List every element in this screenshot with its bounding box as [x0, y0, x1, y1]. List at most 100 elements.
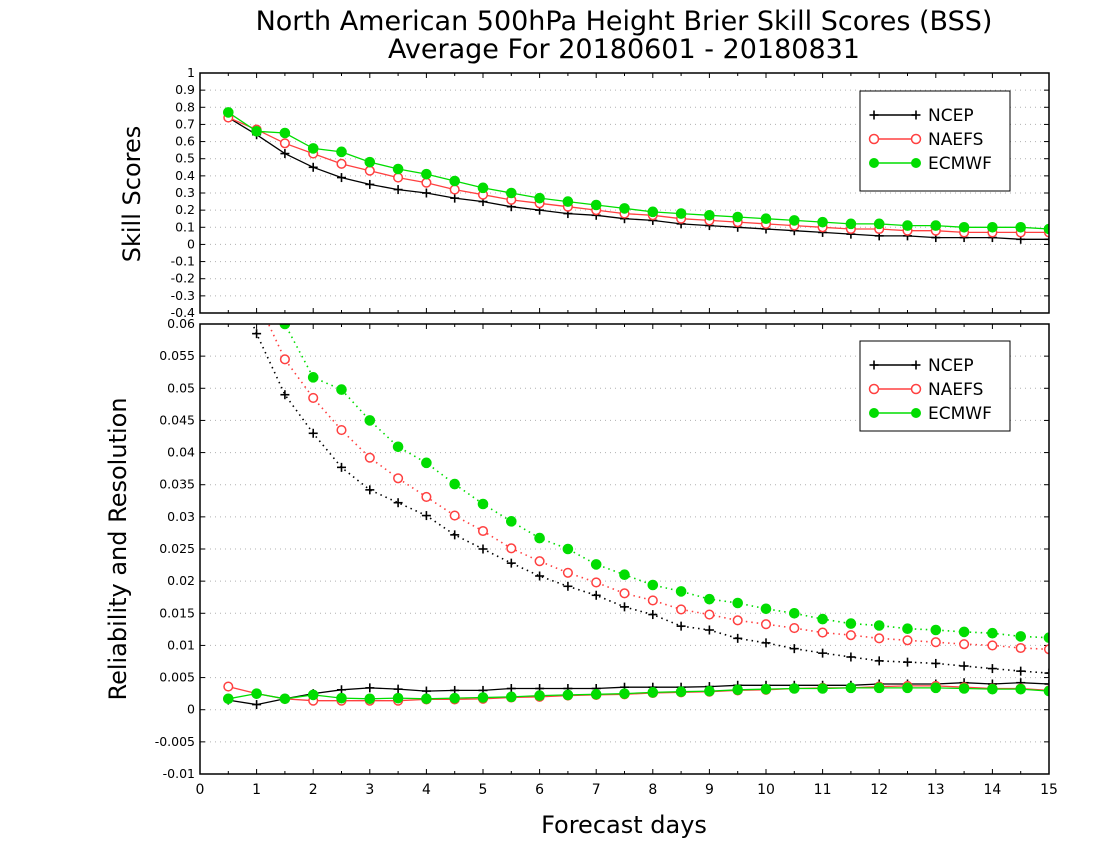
- data-point-naefs: [562, 567, 573, 578]
- data-point-ecmwf: [647, 206, 659, 218]
- x-tick-label: 15: [1040, 782, 1058, 798]
- x-tick-label: 0: [196, 782, 205, 798]
- data-point-ecmwf: [590, 688, 602, 700]
- y-tick-label: -0.005: [155, 734, 195, 749]
- legend-label-ecmwf: ECMWF: [928, 154, 992, 174]
- data-point-ecmwf: [789, 683, 800, 694]
- data-point-ecmwf: [364, 156, 376, 168]
- data-point-naefs: [874, 633, 885, 644]
- data-point-ecmwf: [1015, 683, 1027, 695]
- data-point-ecmwf: [902, 682, 913, 694]
- data-point-ncep: [959, 661, 969, 671]
- data-point-ecmwf: [477, 692, 489, 703]
- data-point-ecmwf: [251, 125, 262, 137]
- series-line-ncep: [251, 324, 1049, 674]
- data-point-ncep: [393, 498, 403, 508]
- data-point-ncep: [506, 684, 516, 693]
- data-point-ecmwf: [675, 686, 687, 698]
- y-tick-label: 0.8: [175, 99, 195, 114]
- data-point-ncep: [365, 485, 375, 495]
- data-point-ecmwf: [930, 682, 942, 694]
- data-point-ecmwf: [562, 196, 574, 207]
- data-point-ecmwf: [789, 215, 800, 226]
- legend-label-ncep: NCEP: [928, 356, 974, 376]
- data-point-ncep: [987, 664, 997, 674]
- data-point-naefs: [223, 681, 234, 692]
- legend-0: NCEP NAEFS ECMWF: [859, 90, 1011, 192]
- data-point-naefs: [364, 165, 375, 176]
- data-point-ecmwf: [279, 693, 291, 705]
- data-point-ncep: [308, 162, 318, 172]
- series-line-ecmwf: [283, 324, 1049, 639]
- data-point-naefs: [1015, 642, 1026, 654]
- data-point-ecmwf: [817, 216, 828, 228]
- data-point-ecmwf: [534, 192, 545, 204]
- x-tick-label: 14: [983, 782, 1001, 798]
- data-point-ncep: [733, 633, 743, 643]
- data-point-ecmwf: [364, 415, 376, 426]
- data-point-ecmwf: [619, 203, 630, 214]
- panel-frame-0: [199, 72, 1050, 314]
- data-point-ecmwf: [704, 593, 715, 605]
- data-point-naefs: [449, 184, 460, 195]
- legend-marker-naefs: [868, 383, 880, 395]
- data-point-ncep: [252, 329, 262, 339]
- data-point-ecmwf: [449, 175, 461, 187]
- data-point-ecmwf: [1015, 221, 1027, 233]
- data-point-ecmwf: [817, 683, 828, 694]
- data-point-ecmwf: [704, 209, 715, 221]
- data-point-ecmwf: [590, 559, 602, 570]
- data-point-naefs: [534, 556, 545, 567]
- data-point-ncep: [591, 590, 601, 600]
- legend-box: [859, 90, 1011, 192]
- y-tick-label: 0.5: [175, 151, 195, 166]
- data-point-ecmwf: [675, 208, 687, 219]
- legend-box: [859, 340, 1011, 432]
- panel-frame-1: [199, 323, 1050, 775]
- chart-title: North American 500hPa Height Brier Skill…: [256, 6, 993, 37]
- data-point-naefs: [449, 510, 460, 521]
- data-point-naefs: [336, 158, 347, 169]
- data-point-ecmwf: [223, 107, 234, 118]
- data-point-ecmwf: [1015, 631, 1027, 642]
- data-point-ecmwf: [760, 213, 772, 225]
- data-point-ecmwf: [449, 692, 461, 704]
- x-axis-title: Forecast days: [541, 811, 707, 839]
- data-point-ecmwf: [392, 163, 404, 175]
- data-point-ncep: [280, 390, 290, 400]
- series-line-naefs: [267, 324, 1049, 651]
- data-point-ncep: [365, 179, 375, 189]
- data-point-ecmwf: [336, 384, 347, 395]
- data-point-ecmwf: [647, 687, 659, 698]
- data-point-ncep: [1044, 679, 1049, 689]
- data-point-ecmwf: [902, 623, 913, 635]
- y-tick-label: 0.04: [167, 445, 195, 460]
- series-line-ncep: [227, 117, 1049, 240]
- data-point-ecmwf: [817, 613, 828, 625]
- data-point-ncep: [337, 462, 346, 472]
- data-point-ecmwf: [421, 457, 432, 469]
- y-tick-label: 0.9: [175, 82, 195, 97]
- data-point-naefs: [845, 630, 856, 641]
- legend-label-naefs: NAEFS: [928, 380, 983, 400]
- y-tick-label: -0.3: [171, 288, 195, 303]
- data-point-ecmwf: [930, 624, 942, 636]
- data-point-ecmwf: [958, 221, 970, 233]
- data-point-ncep: [563, 581, 573, 591]
- y-tick-label: 0.055: [159, 348, 195, 363]
- legend-marker-naefs: [910, 383, 922, 395]
- data-point-naefs: [591, 577, 602, 588]
- data-point-naefs: [506, 543, 517, 554]
- data-point-ecmwf: [873, 218, 885, 230]
- data-point-naefs: [647, 595, 658, 606]
- data-point-ecmwf: [307, 143, 319, 154]
- data-point-ecmwf: [704, 685, 715, 697]
- data-point-ncep: [761, 638, 771, 648]
- data-point-naefs: [817, 627, 828, 638]
- data-point-ecmwf: [534, 690, 545, 701]
- data-point-ecmwf: [958, 683, 970, 694]
- data-point-naefs: [760, 619, 772, 630]
- data-point-ecmwf: [477, 182, 489, 194]
- data-point-ecmwf: [307, 689, 319, 701]
- data-point-ncep: [874, 656, 884, 666]
